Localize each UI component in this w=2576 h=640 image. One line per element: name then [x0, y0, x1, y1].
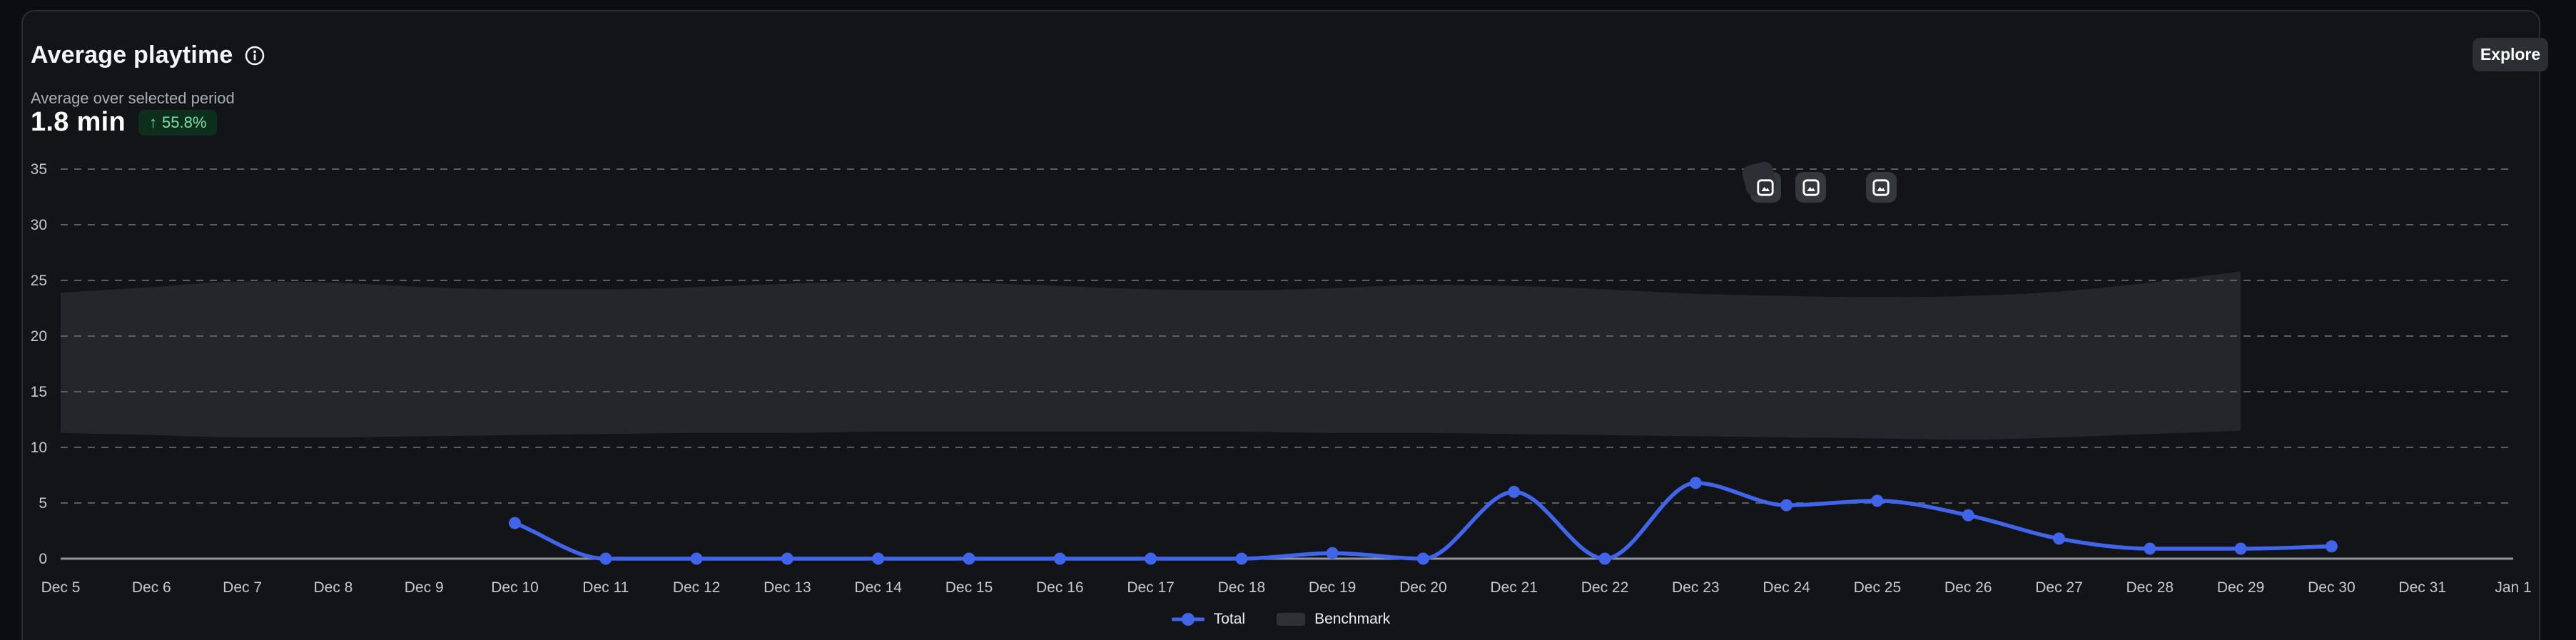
x-tick-label: Dec 14 [854, 579, 902, 596]
legend-line-dot-marker [1171, 613, 1205, 626]
data-point[interactable] [2325, 540, 2338, 553]
data-point[interactable] [690, 552, 703, 565]
legend-swatch-marker [1277, 613, 1306, 626]
explore-button[interactable]: Explore [2473, 38, 2548, 71]
image-icon-marker[interactable] [1865, 172, 1897, 203]
y-tick-label: 10 [31, 440, 47, 456]
data-point[interactable] [2144, 542, 2156, 555]
x-tick-label: Jan 1 [2495, 579, 2531, 596]
x-tick-label: Dec 12 [673, 579, 721, 596]
data-point[interactable] [963, 552, 975, 565]
data-point[interactable] [1780, 499, 1793, 512]
x-tick-label: Dec 11 [582, 579, 629, 596]
x-tick-label: Dec 15 [945, 579, 993, 596]
y-tick-label: 15 [31, 384, 47, 400]
data-point[interactable] [1235, 552, 1248, 565]
data-point[interactable] [1416, 552, 1429, 565]
legend-item-total[interactable]: Total [1171, 611, 1246, 628]
arrow-up-icon: ↑ [149, 113, 158, 131]
x-tick-label: Dec 23 [1672, 579, 1720, 596]
metric-value: 1.8 min [31, 107, 126, 137]
image-icon-marker[interactable] [1740, 160, 1781, 203]
x-tick-label: Dec 6 [132, 579, 171, 596]
data-point[interactable] [872, 552, 885, 565]
data-point[interactable] [1053, 552, 1066, 565]
data-point[interactable] [1871, 494, 1884, 507]
x-tick-label: Dec 10 [491, 579, 539, 596]
data-point[interactable] [781, 552, 793, 565]
data-point[interactable] [1962, 509, 1974, 522]
data-point[interactable] [1145, 552, 1157, 565]
y-tick-label: 5 [39, 495, 47, 512]
x-tick-label: Dec 7 [223, 579, 262, 596]
metric-value-row: 1.8 min ↑ 55.8% [31, 107, 218, 138]
x-tick-label: Dec 28 [2126, 579, 2174, 596]
x-tick-label: Dec 16 [1036, 579, 1084, 596]
chart-legend: Total Benchmark [21, 611, 2540, 628]
data-point[interactable] [599, 552, 612, 565]
legend-label: Benchmark [1314, 611, 1391, 627]
delta-value: 55.8% [162, 113, 207, 131]
y-tick-label: 20 [31, 328, 47, 345]
x-tick-label: Dec 30 [2308, 579, 2356, 596]
metric-subtitle: Average over selected period [31, 89, 235, 107]
x-tick-label: Dec 22 [1581, 579, 1629, 596]
legend-label: Total [1213, 611, 1246, 627]
y-tick-label: 35 [31, 161, 47, 178]
data-point[interactable] [1689, 477, 1702, 489]
y-tick-label: 0 [39, 551, 47, 567]
data-point[interactable] [509, 517, 521, 529]
x-tick-label: Dec 19 [1309, 579, 1357, 596]
total-line [512, 481, 2334, 561]
x-tick-label: Dec 21 [1490, 579, 1538, 596]
benchmark-band [61, 271, 2241, 440]
card-title-row: Average playtime [31, 41, 266, 69]
x-tick-label: Dec 26 [1944, 579, 1992, 596]
x-tick-label: Dec 29 [2217, 579, 2265, 596]
x-tick-label: Dec 25 [1854, 579, 1902, 596]
data-point[interactable] [1598, 552, 1611, 565]
x-tick-label: Dec 9 [405, 579, 444, 596]
info-icon[interactable] [243, 44, 266, 67]
legend-item-benchmark[interactable]: Benchmark [1277, 611, 1390, 628]
x-tick-label: Dec 5 [41, 579, 81, 596]
data-point[interactable] [1508, 485, 1521, 498]
x-tick-label: Dec 20 [1399, 579, 1447, 596]
image-icon-marker[interactable] [1795, 172, 1827, 203]
y-tick-label: 30 [31, 217, 47, 233]
x-tick-label: Dec 18 [1218, 579, 1266, 596]
x-tick-label: Dec 31 [2398, 579, 2446, 596]
x-tick-label: Dec 24 [1763, 579, 1810, 596]
data-point[interactable] [1326, 547, 1339, 559]
x-tick-label: Dec 17 [1127, 579, 1175, 596]
x-tick-label: Dec 8 [313, 579, 353, 596]
y-tick-label: 25 [31, 273, 47, 289]
x-tick-label: Dec 13 [764, 579, 811, 596]
data-point[interactable] [2234, 542, 2247, 555]
page-title: Average playtime [31, 41, 233, 68]
x-tick-label: Dec 27 [2035, 579, 2083, 596]
delta-badge: ↑ 55.8% [138, 109, 218, 136]
data-point[interactable] [2053, 532, 2065, 545]
